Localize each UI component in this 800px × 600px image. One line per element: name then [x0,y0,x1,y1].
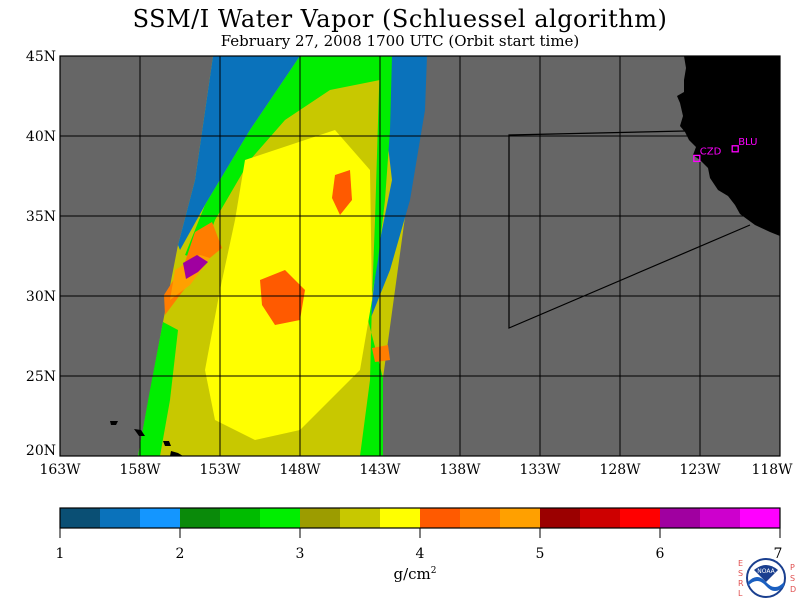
lat-label-30n: 30N [25,289,56,305]
colorbar-swatch [300,508,341,528]
map-frame [59,55,781,457]
swath-west-blue [178,56,300,250]
swath-east-blue [370,56,427,320]
colorbar-swatch [60,508,101,528]
moist-spot-east [372,345,390,362]
colorbar-units: g/cm2 [393,565,437,583]
logo-letter-s2: S [790,574,795,583]
station-markers: CZD BLU [693,137,757,163]
colorbar-label-2: 2 [175,546,185,562]
colorbar-swatch [340,508,381,528]
lon-label-158w: 158W [119,462,161,478]
colorbar-swatch [580,508,621,528]
moist-core-north [332,170,352,215]
lat-label-25n: 25N [25,369,56,385]
colorbar-label-7: 7 [773,546,783,562]
swath-south-green [138,322,178,456]
lat-label-40n: 40N [25,129,56,145]
colorbar-swatch [500,508,541,528]
logo-letter-p: P [790,563,795,572]
lon-label-143w: 143W [359,462,401,478]
colorbar-swatch [660,508,701,528]
logo-noaa-text: NOAA [757,568,775,575]
colorbar-label-4: 4 [415,546,425,562]
station-label-blu: BLU [738,137,757,148]
colorbar-swatch [540,508,581,528]
swath-field [60,56,780,456]
lon-label-123w: 123W [679,462,721,478]
station-marker-czd [693,154,701,163]
colorbar-swatch [140,508,181,528]
lat-label-35n: 35N [25,209,56,225]
land-mask [110,56,780,456]
moist-core-orange [260,270,305,325]
logo-letter-d: D [790,585,796,594]
logo-letter-r: R [738,579,744,588]
lon-label-133w: 133W [519,462,561,478]
lat-lon-grid [60,56,780,456]
lon-label-138w: 138W [439,462,481,478]
colorbar-swatch [420,508,461,528]
colorbar-swatch [180,508,221,528]
lon-label-118w: 118W [751,462,793,478]
moist-band-purple [183,255,208,279]
colorbar-swatch [700,508,741,528]
north-america-coast [677,56,780,236]
colorbar-swatch [460,508,501,528]
logo-letter-l: L [738,589,743,598]
hawaii-kauai [110,421,118,425]
domain-box [508,130,751,329]
noaa-esrl-psd-logo: E S R L P S D NOAA [738,558,796,598]
station-marker-blu [731,145,739,153]
map-title: SSM/I Water Vapor (Schluessel algorithm) [132,5,668,33]
colorbar-swatch [380,508,421,528]
colorbar-swatch [220,508,261,528]
colorbar-swatch [100,508,141,528]
map-subtitle: February 27, 2008 1700 UTC (Orbit start … [220,32,580,50]
logo-letter-e: E [738,559,743,568]
lon-label-153w: 153W [199,462,241,478]
logo-letter-s: S [738,569,743,578]
domain-outline [508,130,751,329]
station-label-czd: CZD [700,146,722,157]
colorbar-label-1: 1 [55,546,65,562]
swath-east-green [360,56,392,456]
lon-label-163w: 163W [39,462,81,478]
colorbar-label-6: 6 [655,546,665,562]
colorbar-swatch [740,508,781,528]
colorbar-swatch [620,508,661,528]
lat-label-45n: 45N [25,49,56,65]
colorbar-label-3: 3 [295,546,305,562]
colorbar-label-5: 5 [535,546,545,562]
lat-label-20n: 20N [25,443,56,459]
colorbar-swatch [260,508,301,528]
lon-label-148w: 148W [279,462,321,478]
hawaii-maui [163,441,171,446]
hawaii-island [170,451,183,456]
lon-label-128w: 128W [599,462,641,478]
